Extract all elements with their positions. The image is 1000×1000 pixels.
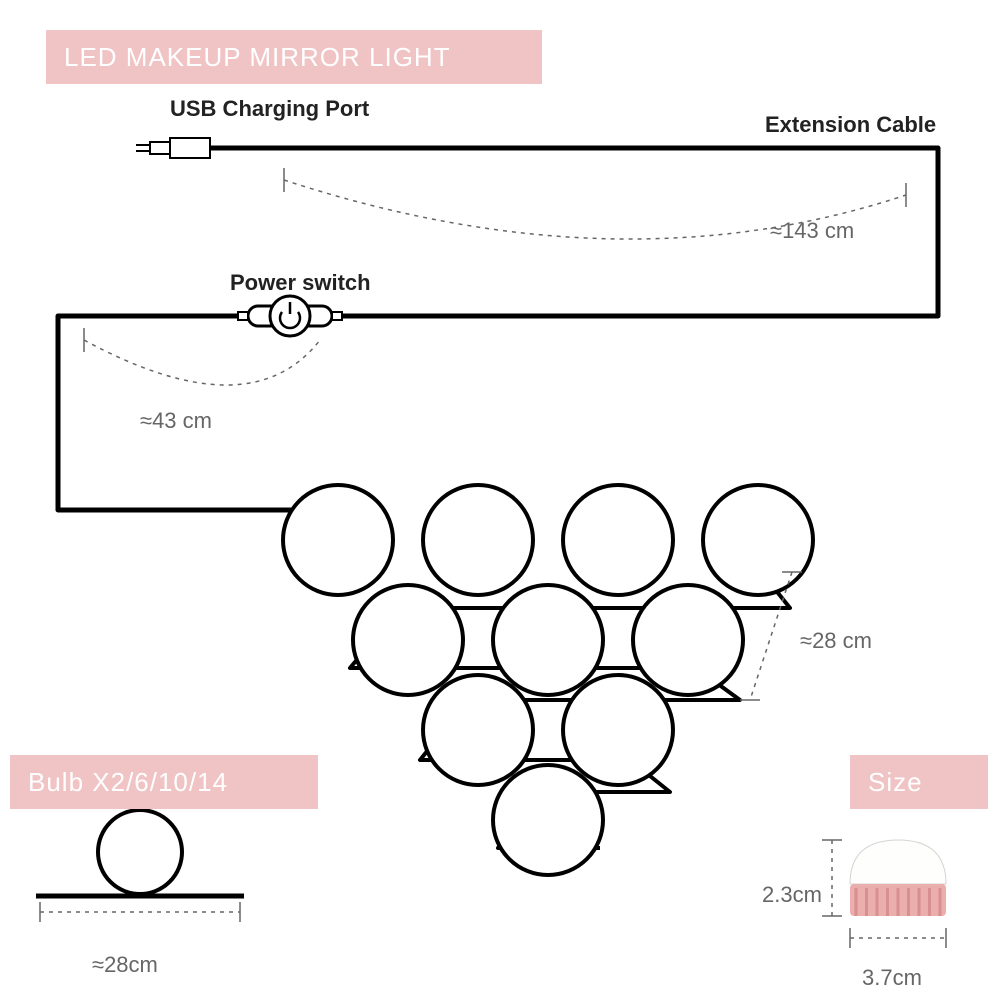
bulb-5 [353,585,463,695]
title-banner: LED MAKEUP MIRROR LIGHT [46,30,542,84]
bulb-spacing-measurement: ≈28 cm [800,628,872,654]
usb-plug-icon [170,138,210,158]
bulb-8 [423,675,533,785]
single-bulb-icon [98,810,182,894]
size-bulb-dome [850,840,946,884]
extension-cable-label: Extension Cable [765,112,936,138]
size-banner: Size [850,755,988,809]
diagram-svg [0,0,1000,1000]
bulb-7 [633,585,743,695]
bulb-2 [423,485,533,595]
size-height-measurement: 2.3cm [762,882,822,908]
bulb-3 [563,485,673,595]
bulb-4 [703,485,813,595]
power-switch-label: Power switch [230,270,371,296]
short-cable-arc [84,340,320,385]
cable-path [58,148,938,510]
single-bulb-span-measurement: ≈28cm [92,952,158,978]
bulb-10 [493,765,603,875]
bulb-6 [493,585,603,695]
bulb-1 [283,485,393,595]
bulb-9 [563,675,673,785]
cable-long-measurement: ≈143 cm [770,218,854,244]
cable-short-measurement: ≈43 cm [140,408,212,434]
usb-label: USB Charging Port [170,96,369,122]
bulb-options-banner: Bulb X2/6/10/14 [10,755,318,809]
size-width-measurement: 3.7cm [862,965,922,991]
